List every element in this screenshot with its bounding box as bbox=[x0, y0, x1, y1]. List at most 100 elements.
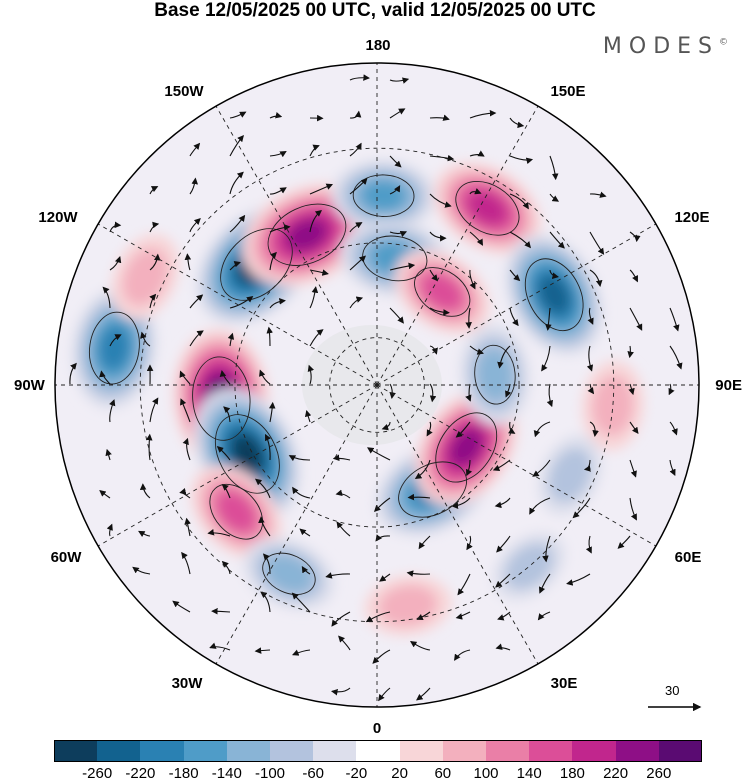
wind-arrow bbox=[629, 231, 641, 243]
colorbar-segment bbox=[54, 740, 98, 762]
wind-arrow bbox=[429, 383, 437, 403]
lon-label-90w: 90W bbox=[14, 377, 46, 394]
wind-arrow bbox=[260, 591, 271, 613]
wind-arrow bbox=[389, 108, 406, 119]
colorbar-tick-label: 180 bbox=[559, 765, 585, 782]
latitude-circle bbox=[329, 337, 425, 433]
wind-arrow bbox=[145, 433, 153, 461]
wind-arrow bbox=[469, 150, 485, 157]
lon-label-120e: 120E bbox=[674, 209, 709, 226]
meridian-line bbox=[97, 384, 378, 547]
wind-arrow bbox=[538, 573, 551, 594]
wind-arrow bbox=[349, 74, 370, 81]
wind-arrow bbox=[389, 77, 410, 84]
wind-arrow bbox=[304, 409, 312, 423]
polar-land-outline bbox=[302, 325, 442, 445]
anomaly-band bbox=[286, 218, 328, 251]
wind-arrow bbox=[465, 383, 472, 402]
colorbar-segment bbox=[183, 740, 228, 762]
wind-arrow bbox=[264, 433, 271, 461]
colorbar-border bbox=[54, 740, 702, 762]
anomaly-contour bbox=[474, 344, 516, 405]
anomaly-band bbox=[548, 448, 592, 502]
wind-arrow bbox=[533, 421, 551, 438]
wind-arrow bbox=[299, 528, 311, 537]
wind-arrow bbox=[332, 454, 351, 462]
wind-arrow bbox=[494, 497, 511, 509]
anomaly-contours bbox=[88, 174, 584, 595]
colorbar-segment bbox=[313, 740, 357, 762]
wind-arrow bbox=[496, 535, 511, 553]
wind-arrow bbox=[69, 362, 77, 385]
colorbar-segment bbox=[226, 740, 271, 762]
wind-arrow bbox=[549, 193, 560, 202]
wind-arrow bbox=[566, 573, 591, 586]
wind-arrow bbox=[140, 331, 151, 347]
wind-arrow bbox=[288, 455, 311, 462]
wind-arrow bbox=[365, 611, 391, 623]
wind-arrow bbox=[102, 286, 111, 309]
wind-arrow bbox=[465, 307, 472, 329]
wind-arrow bbox=[669, 421, 678, 436]
wind-arrow bbox=[429, 193, 452, 208]
wind-arrow bbox=[132, 566, 151, 575]
wind-arrow bbox=[549, 155, 559, 181]
colorbar-segment bbox=[572, 740, 617, 762]
wind-arrow bbox=[466, 535, 473, 551]
brand-text: MODES bbox=[602, 34, 719, 59]
wind-arrow bbox=[309, 183, 334, 195]
wind-arrow bbox=[469, 231, 484, 246]
wind-arrow bbox=[469, 345, 484, 355]
colorbar-tick-label: 20 bbox=[391, 765, 408, 782]
wind-arrow bbox=[429, 307, 450, 316]
wind-arrow bbox=[105, 448, 112, 461]
wind-arrow bbox=[627, 345, 634, 359]
wind-arrow bbox=[181, 551, 191, 575]
wind-arrow bbox=[149, 293, 157, 309]
colorbar-segment bbox=[442, 740, 487, 762]
anomaly-contour bbox=[267, 203, 347, 266]
wind-arrow bbox=[418, 535, 431, 550]
wind-arrow bbox=[406, 570, 431, 577]
wind-arrow bbox=[184, 517, 191, 537]
reference-vector-label: 30 bbox=[665, 683, 680, 698]
wind-arrow bbox=[497, 611, 511, 621]
meridian-line bbox=[215, 105, 378, 386]
brand-mark: © bbox=[719, 37, 728, 48]
wind-arrow bbox=[262, 553, 271, 575]
wind-arrow bbox=[407, 493, 431, 501]
colorbar-tick-label: -180 bbox=[168, 765, 199, 782]
wind-arrow bbox=[545, 307, 552, 331]
wind-arrow bbox=[367, 447, 391, 461]
wind-arrow bbox=[629, 459, 637, 478]
colorbar-segment bbox=[529, 740, 573, 762]
wind-arrow bbox=[416, 687, 431, 701]
wind-arrow bbox=[373, 497, 391, 513]
lon-label-150e: 150E bbox=[550, 83, 585, 100]
wind-arrow bbox=[497, 345, 511, 369]
wind-arrow bbox=[338, 635, 351, 651]
wind-arrow bbox=[629, 307, 643, 331]
wind-arrow bbox=[455, 611, 471, 620]
wind-arrow bbox=[549, 231, 565, 249]
wind-arrow bbox=[138, 530, 151, 537]
colorbar-tick-label: -220 bbox=[125, 765, 156, 782]
wind-arrow bbox=[389, 185, 401, 195]
wind-arrow bbox=[509, 231, 532, 249]
wind-arrow bbox=[429, 154, 455, 162]
wind-arrow bbox=[269, 298, 286, 309]
wind-arrow bbox=[229, 295, 254, 309]
wind-arrow bbox=[587, 307, 594, 325]
meridian-line bbox=[376, 384, 539, 665]
wind-arrow bbox=[495, 573, 511, 588]
wind-arrow bbox=[223, 406, 231, 423]
wind-arrow bbox=[189, 217, 201, 233]
wind-arrow bbox=[189, 330, 204, 347]
wind-arrow bbox=[546, 383, 553, 408]
wind-arrow bbox=[268, 401, 276, 423]
meridian-line bbox=[376, 105, 539, 386]
wind-arrow bbox=[221, 483, 231, 499]
wind-arrow bbox=[184, 253, 192, 271]
wind-arrow bbox=[509, 155, 534, 165]
